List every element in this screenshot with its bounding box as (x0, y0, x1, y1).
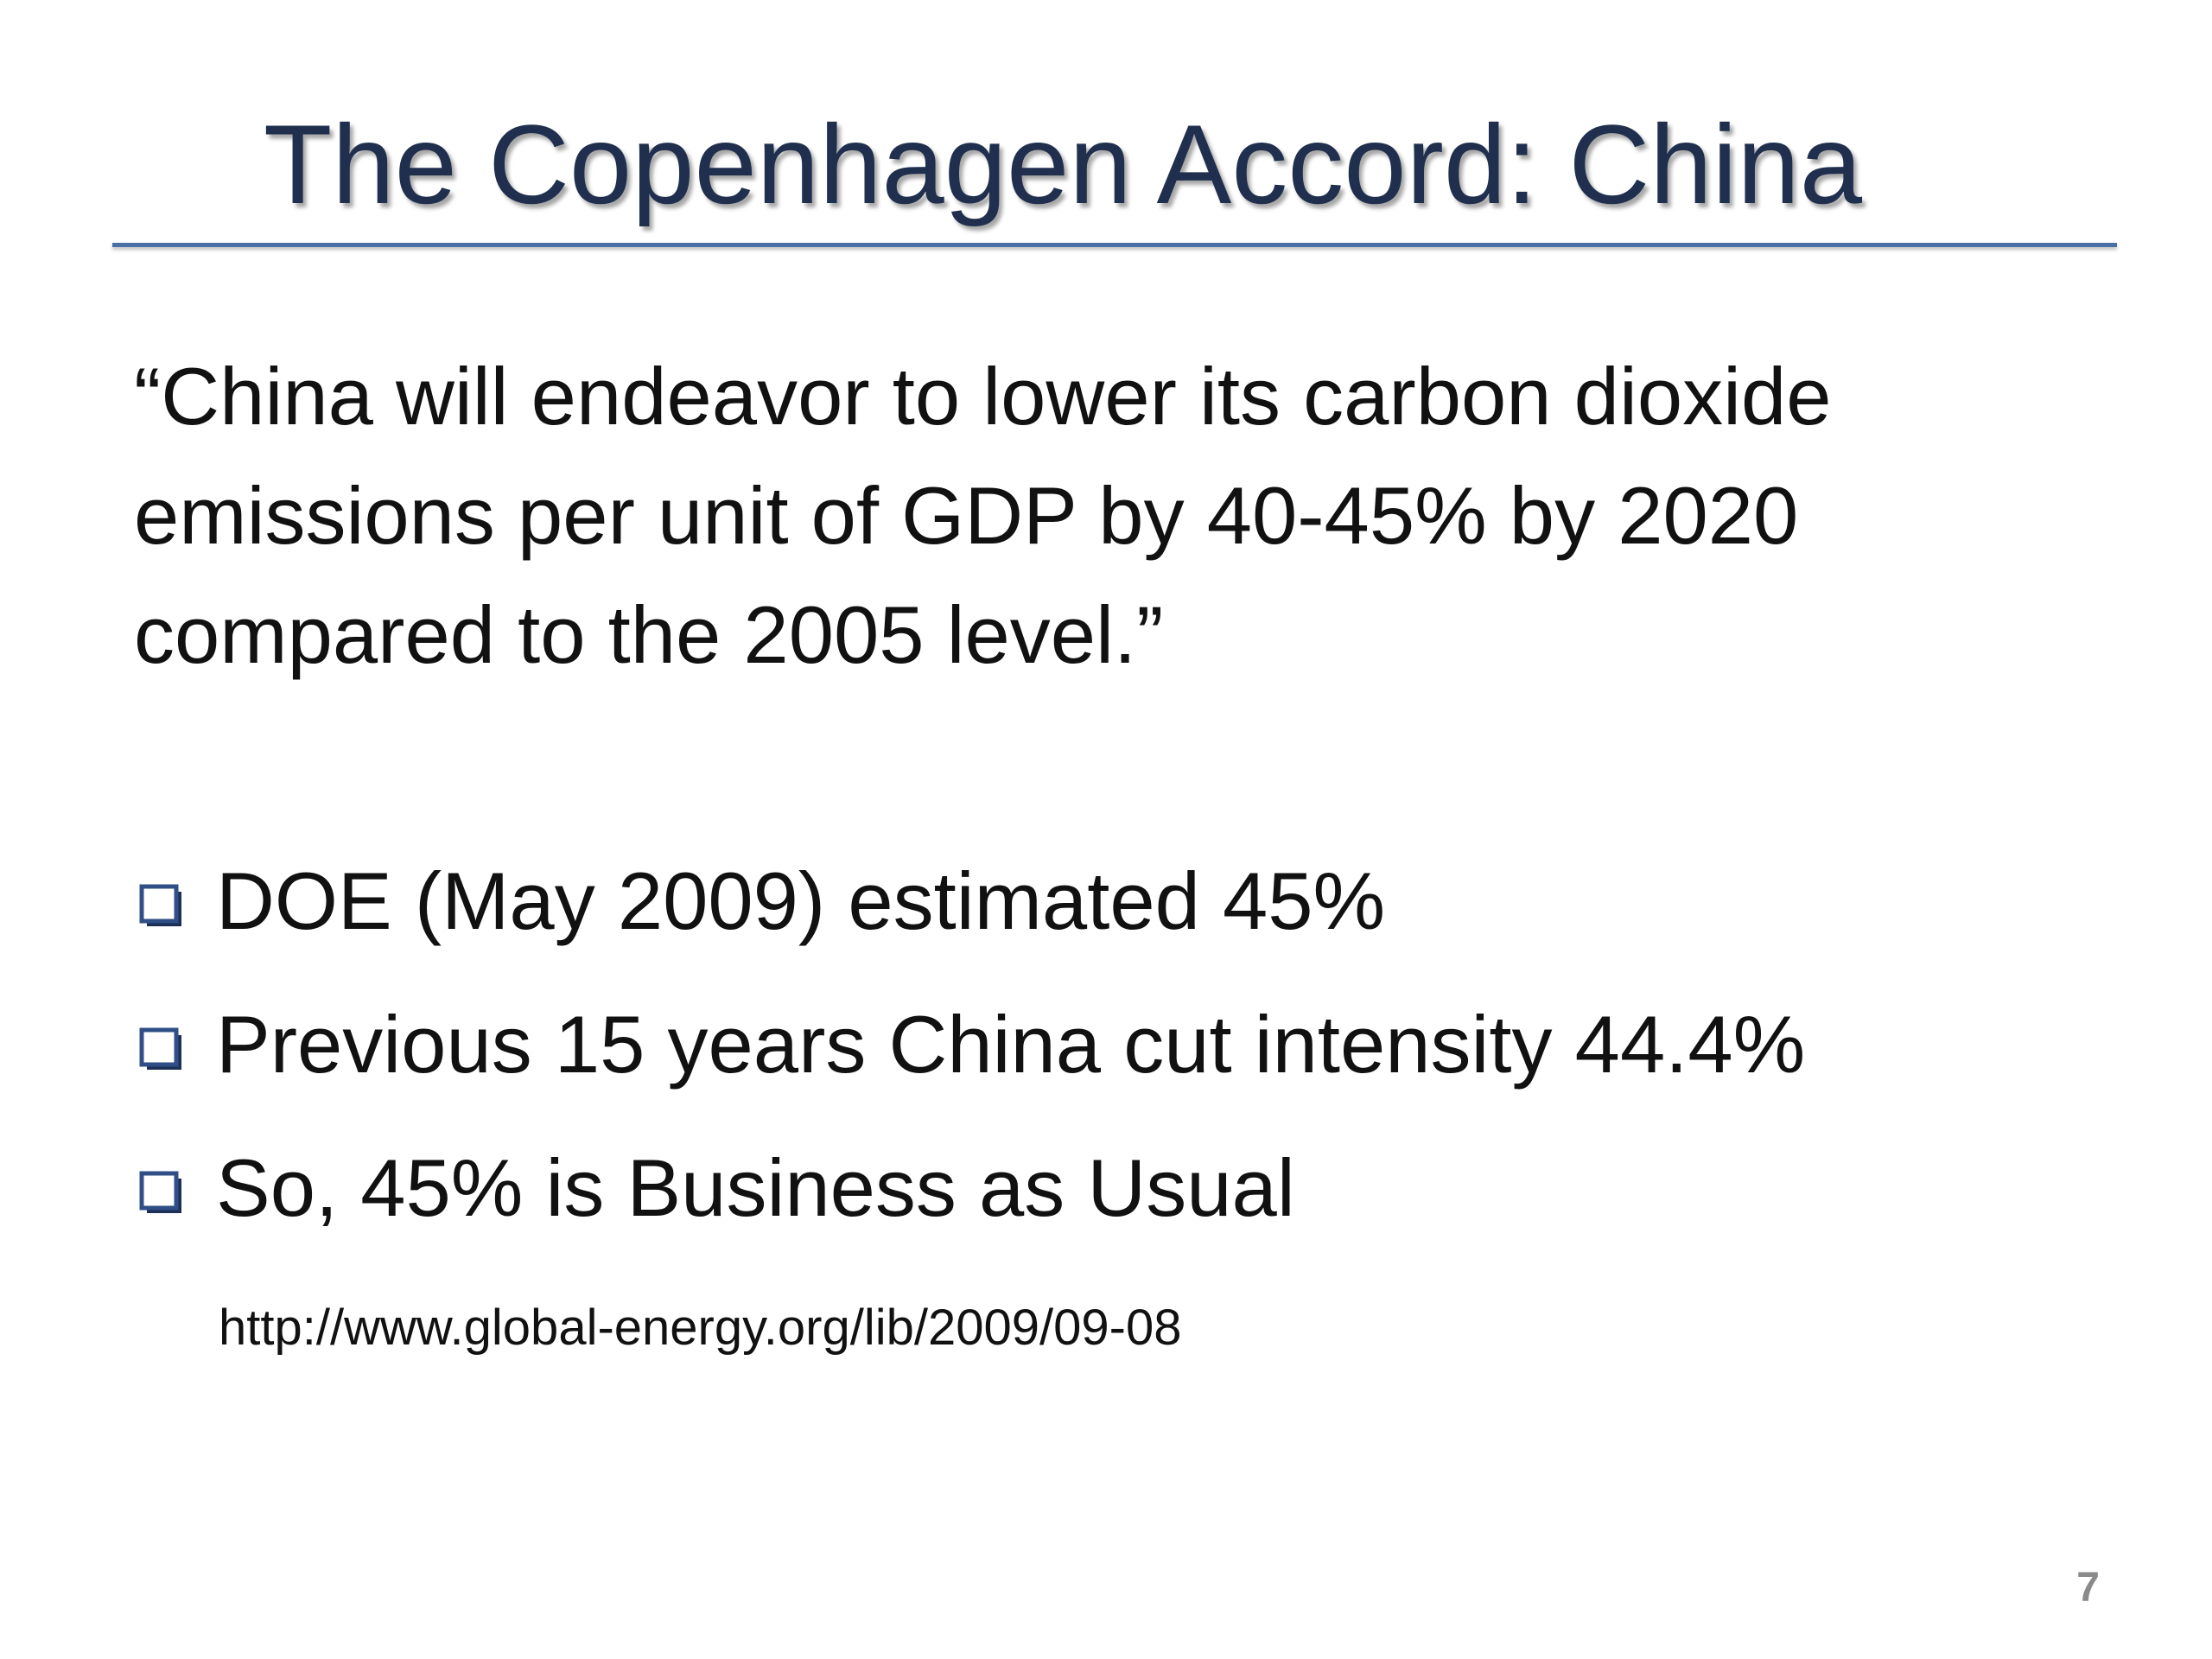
checkbox-square-icon (139, 884, 181, 926)
title-divider (112, 243, 2117, 247)
slide-title: The Copenhagen Accord: China (263, 101, 1863, 227)
page-number: 7 (2076, 1565, 2100, 1611)
bullet-text: So, 45% is Business as Usual (216, 1142, 1295, 1233)
checkbox-square-icon (139, 1027, 181, 1070)
checkbox-square-icon (139, 1171, 181, 1213)
source-link[interactable]: http://www.global-energy.org/lib/2009/09… (219, 1300, 1182, 1356)
bullet-item: So, 45% is Business as Usual (138, 1116, 2126, 1260)
bullet-text: DOE (May 2009) estimated 45% (216, 855, 1386, 946)
bullet-text: Previous 15 years China cut intensity 44… (216, 999, 1806, 1090)
bullet-list: DOE (May 2009) estimated 45% Previous 15… (138, 830, 2126, 1260)
quote-block: “China will endeavor to lower its carbon… (134, 337, 2121, 695)
quote-line: “China will endeavor to lower its carbon… (134, 351, 1832, 442)
bullet-item: DOE (May 2009) estimated 45% (138, 830, 2126, 973)
quote-line: compared to the 2005 level.” (134, 589, 1164, 680)
quote-line: emissions per unit of GDP by 40-45% by 2… (134, 470, 1799, 561)
bullet-item: Previous 15 years China cut intensity 44… (138, 973, 2126, 1116)
